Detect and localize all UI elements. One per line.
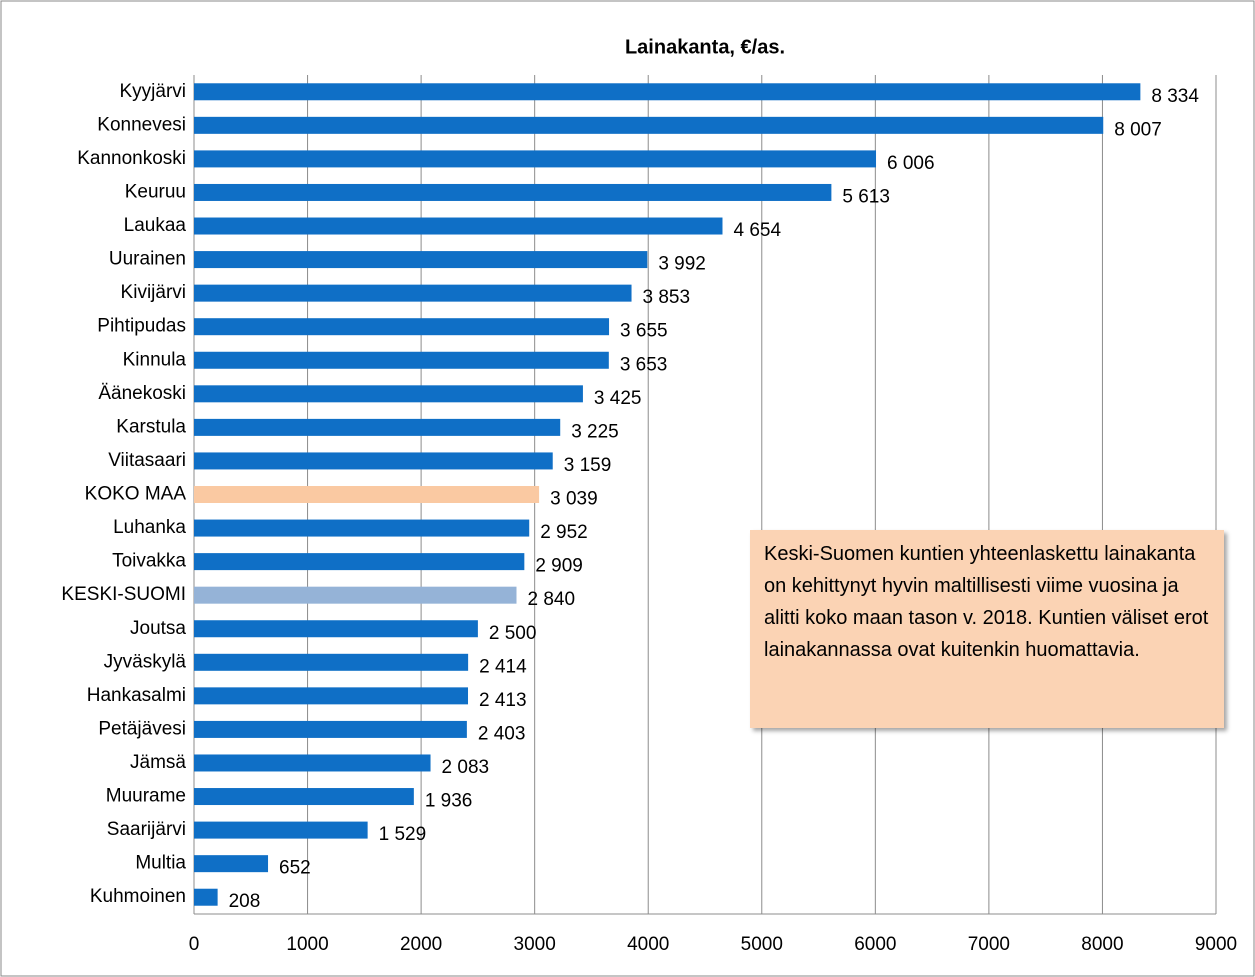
bar — [194, 553, 525, 571]
bar — [194, 888, 218, 906]
bar — [194, 318, 610, 336]
annotation: Keski-Suomen kuntien yhteenlaskettu lain… — [750, 530, 1224, 728]
y-tick-label: Hankasalmi — [87, 685, 186, 706]
bar — [194, 788, 414, 806]
x-tick-label: 0 — [189, 934, 200, 955]
bar — [194, 83, 1141, 101]
x-tick-label: 1000 — [286, 934, 328, 955]
value-label: 8 334 — [1151, 86, 1199, 107]
bar — [194, 653, 469, 671]
value-label: 2 414 — [479, 656, 527, 677]
x-tick-label: 4000 — [627, 934, 669, 955]
value-label: 3 655 — [620, 321, 668, 342]
x-tick-label: 5000 — [741, 934, 783, 955]
bar — [194, 620, 478, 638]
value-label: 2 840 — [527, 589, 575, 610]
value-label: 2 403 — [478, 723, 526, 744]
y-tick-label: Multia — [135, 853, 186, 874]
y-tick-label: Jämsä — [130, 752, 186, 773]
bar — [194, 754, 431, 772]
y-tick-label: Karstula — [116, 416, 186, 437]
y-tick-label: Muurame — [106, 786, 186, 807]
value-label: 1 529 — [379, 824, 427, 845]
bar — [194, 452, 553, 470]
bar — [194, 385, 583, 403]
value-label: 4 654 — [733, 220, 781, 241]
y-tick-label: Keuruu — [125, 181, 186, 202]
value-label: 3 425 — [594, 388, 642, 409]
bar — [194, 687, 469, 705]
y-tick-label: Saarijärvi — [107, 819, 186, 840]
y-tick-label: Toivakka — [112, 551, 186, 572]
x-tick-label: 8000 — [1081, 934, 1123, 955]
x-tick-label: 2000 — [400, 934, 442, 955]
y-tick-label: Kannonkoski — [77, 148, 186, 169]
value-label: 5 613 — [842, 186, 890, 207]
y-tick-label: Pihtipudas — [97, 316, 186, 337]
bar — [194, 284, 632, 302]
value-label: 3 992 — [658, 254, 706, 275]
value-label: 3 853 — [643, 287, 691, 308]
y-tick-label: KESKI-SUOMI — [61, 584, 186, 605]
bar — [194, 519, 530, 537]
bar — [194, 116, 1104, 134]
y-tick-label: Äänekoski — [98, 383, 186, 404]
x-tick-label: 9000 — [1195, 934, 1237, 955]
bar — [194, 418, 561, 436]
y-tick-label: Kinnula — [123, 349, 187, 370]
x-tick-label: 7000 — [968, 934, 1010, 955]
chart-title: Lainakanta, €/as. — [625, 36, 785, 58]
value-label: 3 039 — [550, 489, 598, 510]
value-label: 3 225 — [571, 421, 619, 442]
value-label: 2 909 — [535, 556, 583, 577]
value-label: 2 083 — [442, 757, 490, 778]
value-label: 6 006 — [887, 153, 935, 174]
y-tick-label: Petäjävesi — [98, 718, 186, 739]
x-tick-label: 6000 — [854, 934, 896, 955]
y-tick-label: KOKO MAA — [85, 484, 187, 505]
bar — [194, 183, 832, 201]
bar — [194, 855, 269, 873]
bar — [194, 821, 368, 839]
bar — [194, 586, 517, 604]
y-tick-label: Kuhmoinen — [90, 886, 186, 907]
y-tick-label: Luhanka — [113, 517, 186, 538]
value-label: 2 952 — [540, 522, 588, 543]
value-label: 652 — [279, 858, 311, 879]
value-label: 1 936 — [425, 791, 473, 812]
bar — [194, 150, 877, 168]
value-label: 2 413 — [479, 690, 527, 711]
bar — [194, 486, 540, 503]
value-label: 3 159 — [564, 455, 612, 476]
value-label: 208 — [229, 891, 261, 912]
y-tick-label: Jyväskylä — [104, 651, 187, 672]
value-label: 2 500 — [489, 623, 537, 644]
y-tick-label: Uurainen — [109, 249, 186, 270]
value-label: 3 653 — [620, 354, 668, 375]
bar — [194, 251, 648, 269]
y-tick-label: Viitasaari — [108, 450, 186, 471]
y-tick-label: Laukaa — [124, 215, 187, 236]
value-label: 8 007 — [1114, 119, 1162, 140]
bar — [194, 217, 723, 235]
y-tick-label: Konnevesi — [97, 114, 186, 135]
y-tick-label: Joutsa — [130, 618, 186, 639]
y-tick-label: Kyyjärvi — [119, 81, 186, 102]
bar — [194, 351, 609, 369]
x-tick-label: 3000 — [514, 934, 556, 955]
bar — [194, 720, 467, 738]
y-tick-label: Kivijärvi — [121, 282, 186, 303]
